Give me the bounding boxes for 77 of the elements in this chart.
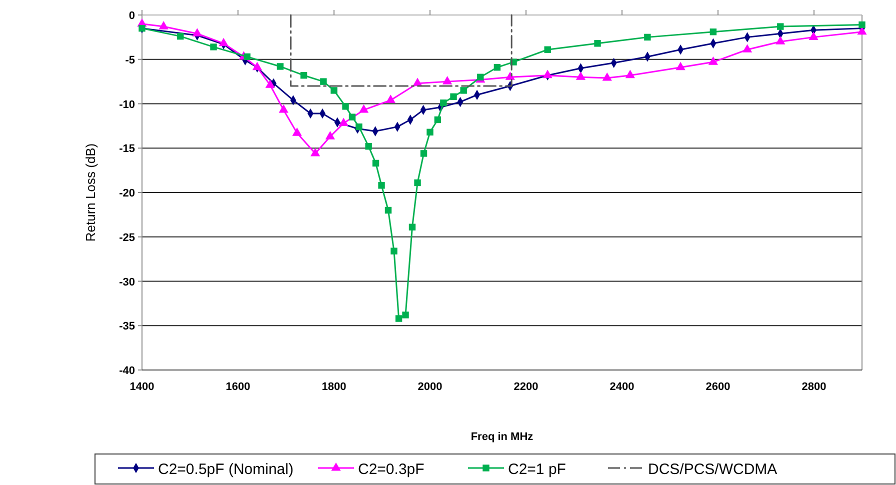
point [442,76,452,84]
point [348,114,356,120]
y-tick-label: -30 [119,276,135,288]
y-tick-label: -35 [119,320,135,333]
legend-label: DCS/PCS/WCDMA [648,461,778,478]
point [310,148,320,156]
point [342,103,349,110]
y-tick-label: -25 [119,232,135,244]
x-tick-label: 2400 [610,381,634,393]
legend-label: C2=0.3pF [358,461,424,478]
point [356,123,362,130]
point [177,32,184,40]
point [808,32,818,40]
point [434,116,442,124]
point [390,248,398,254]
point [292,127,302,136]
point [440,100,447,106]
point [192,28,202,36]
point [408,224,416,230]
y-tick-label: 0 [128,10,135,22]
point [276,63,284,70]
point [594,40,601,47]
x-tick-label: 2600 [706,381,730,393]
point [358,104,369,113]
point [494,64,501,71]
point [460,87,467,94]
point [777,23,784,30]
point [320,78,327,85]
point [742,44,752,52]
point [602,72,612,81]
point [644,34,651,41]
point [450,93,457,100]
point [372,160,380,167]
point [278,104,288,113]
point [708,56,718,65]
y-tick-label: -15 [119,143,135,156]
point [395,315,402,322]
point [576,72,586,80]
y-tick-label: -5 [125,54,135,66]
x-axis-title: Freq in MHz [470,431,534,443]
point [378,182,385,189]
x-tick-label: 1400 [130,381,154,393]
point [386,94,396,103]
point [625,70,635,78]
point [384,206,392,214]
y-tick-label: -40 [119,365,135,377]
x-tick-label: 2200 [514,381,538,393]
point [325,131,335,140]
legend-label: C2=1 pF [508,461,566,478]
point [210,44,217,50]
x-tick-label: 2800 [802,381,826,393]
point [676,62,686,70]
point [505,72,515,80]
point [265,80,275,88]
point [158,20,168,30]
point [544,46,551,53]
point [244,53,250,60]
legend-label: C2=0.5pF (Nominal) [158,461,294,478]
x-tick-label: 1600 [226,381,250,393]
point [420,150,428,157]
point [338,118,348,126]
y-tick-label: -20 [119,188,135,200]
point [300,72,308,79]
x-tick-label: 2000 [418,381,442,393]
point [330,87,338,94]
point [402,312,409,318]
x-tick-label: 1800 [322,381,346,393]
point [426,128,434,136]
point [365,142,372,150]
point [414,179,421,186]
point [710,28,717,36]
y-tick-label: -10 [119,98,135,111]
point [858,21,866,28]
y-axis-title: Return Loss (dB) [83,143,98,242]
point [218,38,228,46]
point [477,74,484,80]
point [776,36,786,44]
